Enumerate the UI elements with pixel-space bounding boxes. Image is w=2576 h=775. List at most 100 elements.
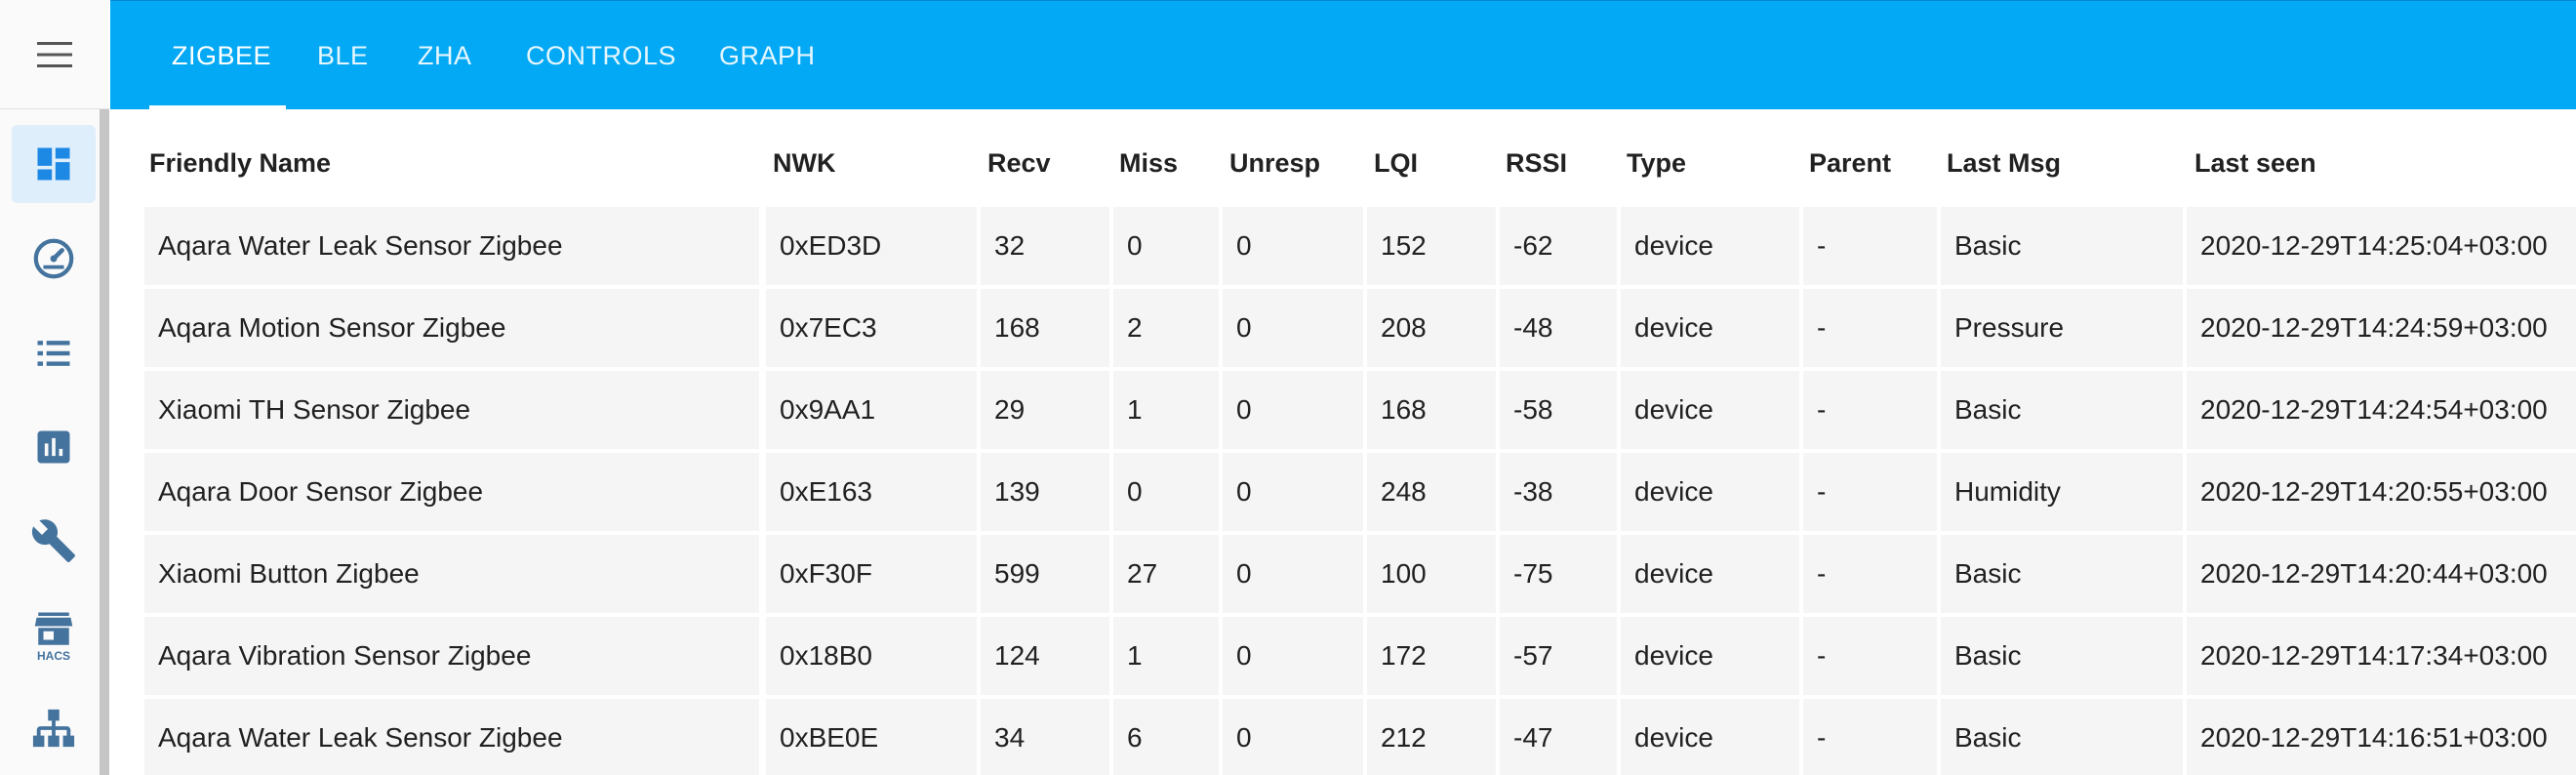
cell-unresp: 0 <box>1223 535 1363 613</box>
cell-last-seen: 2020-12-29T14:24:59+03:00 <box>2187 289 2576 367</box>
cell-type: device <box>1621 453 1799 531</box>
top-tab-bar: ZIGBEE BLE ZHA CONTROLS GRAPH <box>110 0 2576 110</box>
cell-nwk: 0xED3D <box>766 207 977 285</box>
cell-nwk: 0x18B0 <box>766 617 977 695</box>
cell-parent: - <box>1803 289 1937 367</box>
cell-friendly-name: Aqara Water Leak Sensor Zigbee <box>144 699 759 775</box>
sidebar-item-logbook[interactable] <box>12 314 96 392</box>
cell-last-msg: Basic <box>1941 699 2183 775</box>
cell-rssi: -75 <box>1500 535 1617 613</box>
table-row[interactable]: Aqara Door Sensor Zigbee 0xE163 139 0 0 248 -3… <box>110 453 2576 531</box>
sidebar: HACS <box>0 0 109 775</box>
cell-type: device <box>1621 207 1799 285</box>
column-header-rssi[interactable]: RSSI <box>1506 148 1568 178</box>
active-tab-indicator <box>149 105 286 110</box>
cell-miss: 1 <box>1113 617 1219 695</box>
column-header-friendly-name[interactable]: Friendly Name <box>149 148 332 178</box>
sidebar-scrollbar[interactable] <box>100 109 109 775</box>
cell-friendly-name: Xiaomi Button Zigbee <box>144 535 759 613</box>
cell-recv: 599 <box>981 535 1109 613</box>
tab-zigbee[interactable]: ZIGBEE <box>172 40 272 70</box>
hamburger-menu-icon <box>37 41 72 67</box>
sidebar-item-developer-tools[interactable] <box>12 502 96 580</box>
column-header-lqi[interactable]: LQI <box>1374 148 1418 178</box>
wrench-icon <box>31 519 75 562</box>
cell-last-seen: 2020-12-29T14:16:51+03:00 <box>2187 699 2576 775</box>
cell-nwk: 0x9AA1 <box>766 371 977 449</box>
cell-nwk: 0xBE0E <box>766 699 977 775</box>
cell-unresp: 0 <box>1223 453 1363 531</box>
column-header-parent[interactable]: Parent <box>1809 148 1892 178</box>
cell-miss: 2 <box>1113 289 1219 367</box>
cell-lqi: 208 <box>1367 289 1496 367</box>
sidebar-item-hacs[interactable]: HACS <box>12 595 96 679</box>
cell-last-msg: Humidity <box>1941 453 2183 531</box>
cell-parent: - <box>1803 371 1937 449</box>
sidebar-item-energy[interactable] <box>12 220 96 298</box>
cell-lqi: 168 <box>1367 371 1496 449</box>
cell-parent: - <box>1803 453 1937 531</box>
sidebar-item-overview[interactable] <box>12 125 96 203</box>
cell-friendly-name: Aqara Door Sensor Zigbee <box>144 453 759 531</box>
table-row[interactable]: Xiaomi Button Zigbee 0xF30F 599 27 0 100 -75 de… <box>110 535 2576 613</box>
sidebar-item-history[interactable] <box>12 408 96 486</box>
cell-nwk: 0xE163 <box>766 453 977 531</box>
cell-lqi: 172 <box>1367 617 1496 695</box>
table-row[interactable]: Aqara Motion Sensor Zigbee 0x7EC3 168 2 0 208… <box>110 289 2576 367</box>
column-header-type[interactable]: Type <box>1627 148 1687 178</box>
cell-recv: 139 <box>981 453 1109 531</box>
table-row[interactable]: Xiaomi TH Sensor Zigbee 0x9AA1 29 1 0 168 -58 d… <box>110 371 2576 449</box>
cell-parent: - <box>1803 535 1937 613</box>
tab-controls[interactable]: CONTROLS <box>526 40 677 70</box>
devices-table: Friendly Name NWK Recv Miss Unresp LQI RSSI Typ… <box>110 109 2576 775</box>
dashboard-icon <box>37 147 70 181</box>
cell-type: device <box>1621 535 1799 613</box>
cell-type: device <box>1621 371 1799 449</box>
cell-last-seen: 2020-12-29T14:24:54+03:00 <box>2187 371 2576 449</box>
column-header-miss[interactable]: Miss <box>1119 148 1179 178</box>
cell-friendly-name: Aqara Motion Sensor Zigbee <box>144 289 759 367</box>
tab-ble[interactable]: BLE <box>317 40 369 70</box>
cell-unresp: 0 <box>1223 207 1363 285</box>
cell-parent: - <box>1803 207 1937 285</box>
cell-friendly-name: Aqara Water Leak Sensor Zigbee <box>144 207 759 285</box>
store-icon <box>34 612 73 645</box>
cell-friendly-name: Aqara Vibration Sensor Zigbee <box>144 617 759 695</box>
cell-nwk: 0xF30F <box>766 535 977 613</box>
cell-type: device <box>1621 617 1799 695</box>
tab-zha[interactable]: ZHA <box>418 40 472 70</box>
cell-last-seen: 2020-12-29T14:20:44+03:00 <box>2187 535 2576 613</box>
cell-miss: 0 <box>1113 207 1219 285</box>
table-row[interactable]: Aqara Water Leak Sensor Zigbee 0xED3D 32 0 0… <box>110 207 2576 285</box>
column-header-nwk[interactable]: NWK <box>773 148 836 178</box>
sitemap-icon <box>32 709 75 748</box>
cell-nwk: 0x7EC3 <box>766 289 977 367</box>
table-row[interactable]: Aqara Water Leak Sensor Zigbee 0xBE0E 34 6 0… <box>110 699 2576 775</box>
cell-lqi: 212 <box>1367 699 1496 775</box>
cell-last-msg: Basic <box>1941 371 2183 449</box>
column-header-recv[interactable]: Recv <box>987 148 1051 178</box>
menu-button[interactable] <box>0 0 109 109</box>
cell-recv: 124 <box>981 617 1109 695</box>
cell-last-msg: Basic <box>1941 617 2183 695</box>
cell-rssi: -62 <box>1500 207 1617 285</box>
chart-box-icon <box>37 430 70 464</box>
sidebar-item-zigbee-map[interactable] <box>12 689 96 767</box>
cell-miss: 6 <box>1113 699 1219 775</box>
column-header-last-msg[interactable]: Last Msg <box>1947 148 2062 178</box>
cell-recv: 34 <box>981 699 1109 775</box>
cell-parent: - <box>1803 617 1937 695</box>
cell-lqi: 248 <box>1367 453 1496 531</box>
table-row[interactable]: Aqara Vibration Sensor Zigbee 0x18B0 124 1 0… <box>110 617 2576 695</box>
cell-parent: - <box>1803 699 1937 775</box>
gauge-icon <box>33 238 74 279</box>
cell-rssi: -57 <box>1500 617 1617 695</box>
cell-last-msg: Basic <box>1941 535 2183 613</box>
cell-recv: 168 <box>981 289 1109 367</box>
cell-lqi: 152 <box>1367 207 1496 285</box>
tab-graph[interactable]: GRAPH <box>719 40 816 70</box>
cell-rssi: -48 <box>1500 289 1617 367</box>
column-header-unresp[interactable]: Unresp <box>1229 148 1321 178</box>
list-icon <box>37 341 70 366</box>
column-header-last-seen[interactable]: Last seen <box>2194 148 2316 178</box>
